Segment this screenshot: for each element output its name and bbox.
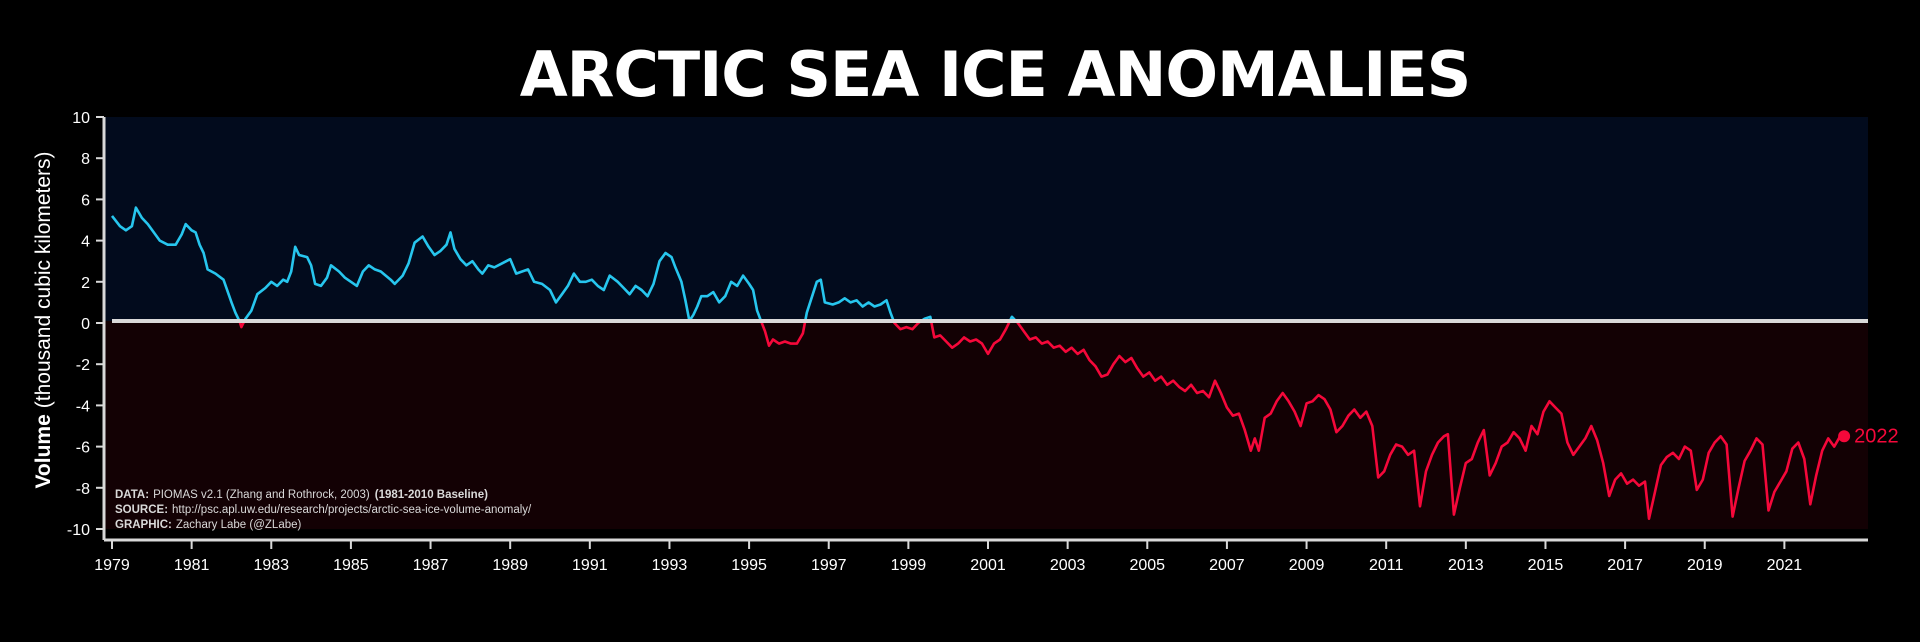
y-axis-label-bold: Volume [32, 414, 55, 488]
x-tick-label: 1993 [652, 557, 688, 574]
x-axis-ticks: 1979 1981 1983 1985 1987 1989 1991 1993 1995 1997… [94, 540, 1802, 574]
y-tick-label: 10 [72, 110, 90, 127]
y-tick-label: 0 [81, 316, 90, 333]
y-tick-label: -2 [76, 357, 90, 374]
x-tick-label: 2007 [1209, 557, 1245, 574]
y-axis-label: Volume (thousand cubic kilometers) [32, 151, 55, 488]
y-axis-label-rest: (thousand cubic kilometers) [32, 151, 55, 408]
x-tick-label: 1979 [94, 557, 130, 574]
chart-title: ARCTIC SEA ICE ANOMALIES [519, 38, 1472, 111]
credit-text: Zachary Labe (@ZLabe) [176, 519, 302, 531]
x-tick-label: 1985 [333, 557, 369, 574]
x-tick-label: 2011 [1369, 557, 1404, 574]
y-tick-label: -4 [76, 398, 90, 415]
credit-label: GRAPHIC: [115, 519, 172, 531]
y-tick-label: -10 [67, 522, 90, 539]
x-tick-label: 2005 [1129, 557, 1165, 574]
x-tick-label: 1999 [891, 557, 927, 574]
y-tick-label: 2 [81, 275, 90, 292]
credit-label: SOURCE: [115, 504, 168, 516]
y-tick-label: -6 [76, 440, 90, 457]
x-tick-label: 1991 [572, 557, 608, 574]
x-tick-label: 1997 [811, 557, 847, 574]
y-tick-label: -8 [76, 481, 90, 498]
credit-text: http://psc.apl.uw.edu/research/projects/… [172, 504, 532, 516]
x-tick-label: 1987 [413, 557, 449, 574]
x-tick-label: 1989 [492, 557, 528, 574]
negative-region [104, 321, 1868, 529]
credits: DATA: PIOMAS v2.1 (Zhang and Rothrock, 20… [115, 489, 532, 531]
end-point-label: 2022 [1854, 425, 1899, 447]
x-tick-label: 2015 [1528, 557, 1564, 574]
y-tick-label: 4 [81, 234, 90, 251]
credit-line: DATA: PIOMAS v2.1 (Zhang and Rothrock, 20… [115, 489, 488, 501]
x-tick-label: 1981 [174, 557, 210, 574]
series-line-positive [110, 206, 1018, 321]
credit-line: SOURCE: http://psc.apl.uw.edu/research/pr… [115, 504, 532, 516]
x-tick-label: 2019 [1687, 557, 1723, 574]
x-tick-label: 2013 [1448, 557, 1484, 574]
x-tick-label: 2021 [1767, 557, 1803, 574]
x-tick-label: 1983 [253, 557, 289, 574]
y-tick-label: 6 [81, 192, 90, 209]
positive-region [104, 117, 1868, 321]
end-point-marker [1838, 430, 1851, 443]
x-tick-label: 1995 [731, 557, 767, 574]
x-tick-label: 2003 [1050, 557, 1086, 574]
y-axis-ticks: 10 8 6 4 2 0 -2 -4 -6 -8 -10 [67, 110, 104, 539]
credit-extra: (1981-2010 Baseline) [375, 489, 488, 501]
axes [102, 117, 1868, 542]
y-tick-label: 8 [81, 151, 90, 168]
series-line-negative [238, 321, 1845, 520]
credit-text: PIOMAS v2.1 (Zhang and Rothrock, 2003) [153, 489, 370, 501]
credit-label: DATA: [115, 489, 149, 501]
x-tick-label: 2017 [1607, 557, 1643, 574]
x-tick-label: 2009 [1289, 557, 1325, 574]
x-tick-label: 2001 [970, 557, 1006, 574]
credit-line: GRAPHIC: Zachary Labe (@ZLabe) [115, 519, 302, 531]
